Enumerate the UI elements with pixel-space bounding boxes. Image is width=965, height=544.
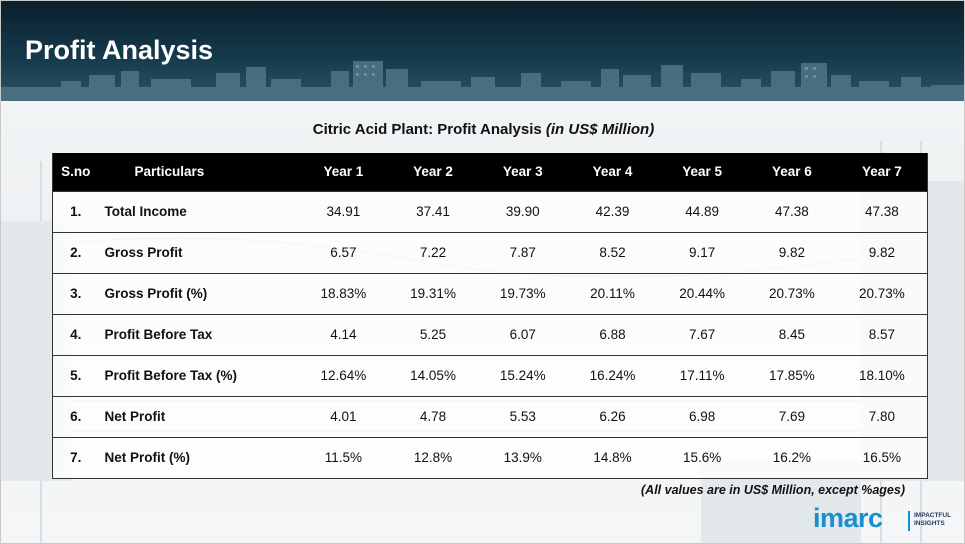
table-cell: 15.24%: [477, 354, 568, 396]
table-cell: 34.91: [298, 190, 389, 232]
row-particular: Net Profit: [98, 395, 299, 437]
table-cell: 12.8%: [388, 436, 478, 479]
table-cell: 6.07: [477, 313, 568, 355]
table-caption: Citric Acid Plant: Profit Analysis (in U…: [1, 121, 964, 138]
city-skyline-image: [1, 61, 964, 101]
table-cell: 15.6%: [657, 436, 748, 479]
table-row: 5. Profit Before Tax (%) 12.64% 14.05% 15.24…: [52, 354, 928, 396]
column-header: Year 6: [747, 153, 837, 191]
row-particular: Net Profit (%): [98, 436, 299, 479]
table-cell: 7.80: [836, 395, 928, 437]
table-cell: 7.87: [477, 231, 568, 273]
logo-wordmark: imarc: [813, 503, 883, 533]
row-number: 4.: [52, 313, 99, 355]
table-row: 7. Net Profit (%) 11.5% 12.8% 13.9% 14.8% 15.6…: [52, 436, 928, 479]
table-cell: 6.26: [567, 395, 658, 437]
table-cell: 8.57: [836, 313, 928, 355]
table-cell: 13.9%: [477, 436, 568, 479]
row-particular: Gross Profit: [98, 231, 299, 273]
table-cell: 16.5%: [836, 436, 928, 479]
row-number: 7.: [52, 436, 99, 479]
caption-main: Citric Acid Plant: Profit Analysis: [312, 121, 546, 138]
row-number: 6.: [52, 395, 99, 437]
row-number: 1.: [52, 190, 99, 232]
logo-tagline-line-2: INSIGHTS: [914, 520, 945, 527]
row-particular: Profit Before Tax (%): [98, 354, 299, 396]
table-cell: 16.2%: [747, 436, 837, 479]
table-cell: 44.89: [657, 190, 748, 232]
table-cell: 42.39: [567, 190, 658, 232]
column-header: Year 5: [657, 153, 748, 191]
column-header: Particulars: [98, 153, 299, 191]
table-cell: 19.73%: [477, 272, 568, 314]
table-header-row: S.no Particulars Year 1 Year 2 Year 3 Ye…: [52, 153, 928, 191]
table-cell: 47.38: [747, 190, 837, 232]
column-header: Year 2: [388, 153, 478, 191]
header-banner: Profit Analysis: [1, 1, 964, 101]
table-cell: 18.83%: [298, 272, 389, 314]
logo-tagline-line-1: IMPACTFUL: [914, 512, 952, 519]
table-cell: 4.14: [298, 313, 389, 355]
row-particular: Total Income: [98, 190, 299, 232]
row-number: 3.: [52, 272, 99, 314]
table-cell: 7.69: [747, 395, 837, 437]
table-row: 3. Gross Profit (%) 18.83% 19.31% 19.73% 20.1…: [52, 272, 928, 314]
table-cell: 6.98: [657, 395, 748, 437]
column-header: Year 3: [477, 153, 568, 191]
table-cell: 11.5%: [298, 436, 389, 479]
table-cell: 6.57: [298, 231, 389, 273]
table-cell: 14.8%: [567, 436, 658, 479]
row-particular: Profit Before Tax: [98, 313, 299, 355]
logo-divider: [908, 511, 910, 531]
row-number: 5.: [52, 354, 99, 396]
row-number: 2.: [52, 231, 99, 273]
table-cell: 7.67: [657, 313, 748, 355]
profit-analysis-table: S.no Particulars Year 1 Year 2 Year 3 Ye…: [52, 153, 928, 479]
table-cell: 6.88: [567, 313, 658, 355]
table-cell: 17.85%: [747, 354, 837, 396]
table-cell: 19.31%: [388, 272, 478, 314]
table-cell: 39.90: [477, 190, 568, 232]
logo-tagline: IMPACTFUL INSIGHTS: [914, 512, 951, 528]
imarc-logo: imarc IMPACTFUL INSIGHTS: [813, 503, 953, 535]
table-row: 4. Profit Before Tax 4.14 5.25 6.07 6.88 7.67 8…: [52, 313, 928, 355]
table-cell: 47.38: [836, 190, 928, 232]
table-cell: 20.73%: [747, 272, 837, 314]
footnote: (All values are in US$ Million, except %…: [641, 483, 905, 497]
table-cell: 20.73%: [836, 272, 928, 314]
table-cell: 8.52: [567, 231, 658, 273]
row-particular: Gross Profit (%): [98, 272, 299, 314]
column-header: Year 4: [567, 153, 658, 191]
column-header: S.no: [52, 153, 99, 191]
table-row: 2. Gross Profit 6.57 7.22 7.87 8.52 9.17 9.82 9.…: [52, 231, 928, 273]
column-header: Year 7: [836, 153, 928, 191]
table-cell: 37.41: [388, 190, 478, 232]
table-cell: 5.53: [477, 395, 568, 437]
table-cell: 12.64%: [298, 354, 389, 396]
table-cell: 7.22: [388, 231, 478, 273]
table-cell: 17.11%: [657, 354, 748, 396]
table-cell: 9.82: [747, 231, 837, 273]
table-cell: 5.25: [388, 313, 478, 355]
table-cell: 4.78: [388, 395, 478, 437]
table-cell: 8.45: [747, 313, 837, 355]
table-cell: 18.10%: [836, 354, 928, 396]
caption-unit: (in US$ Million): [545, 121, 655, 138]
table-cell: 4.01: [298, 395, 389, 437]
column-header: Year 1: [298, 153, 389, 191]
table-cell: 20.44%: [657, 272, 748, 314]
table-cell: 16.24%: [567, 354, 658, 396]
table-cell: 14.05%: [388, 354, 478, 396]
table-cell: 9.82: [836, 231, 928, 273]
table-row: 1. Total Income 34.91 37.41 39.90 42.39 44.89 4…: [52, 190, 928, 232]
page-title: Profit Analysis: [25, 35, 214, 65]
table-cell: 20.11%: [567, 272, 658, 314]
table-row: 6. Net Profit 4.01 4.78 5.53 6.26 6.98 7.69 7.80: [52, 395, 928, 437]
table-cell: 9.17: [657, 231, 748, 273]
